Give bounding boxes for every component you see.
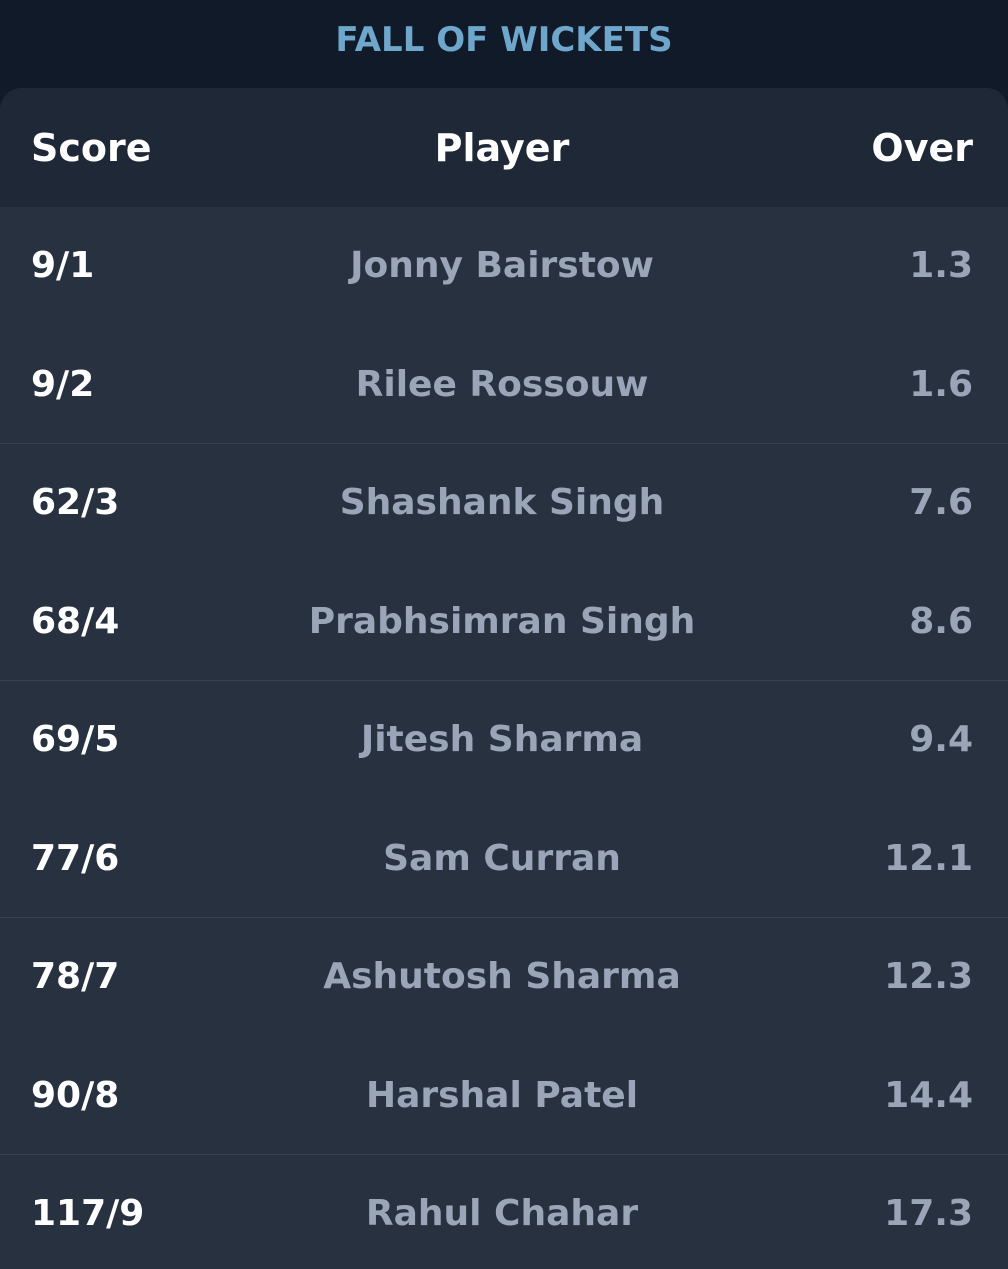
section-title: FALL OF WICKETS xyxy=(335,20,673,60)
score-cell: 68/4 xyxy=(31,600,120,642)
table-header-row: Score Player Over xyxy=(0,88,1008,207)
over-cell: 1.6 xyxy=(909,363,973,405)
table-row: 78/7 Ashutosh Sharma 12.3 xyxy=(0,918,1008,1037)
score-cell: 77/6 xyxy=(31,837,120,879)
player-cell[interactable]: Jitesh Sharma xyxy=(360,719,644,761)
column-header-over: Over xyxy=(871,125,973,170)
player-cell[interactable]: Harshal Patel xyxy=(365,1074,639,1116)
column-header-score: Score xyxy=(31,125,152,170)
over-cell: 17.3 xyxy=(884,1193,973,1235)
over-cell: 12.1 xyxy=(884,837,973,879)
score-cell: 9/1 xyxy=(31,245,95,287)
over-cell: 7.6 xyxy=(909,482,973,524)
table-row: 62/3 Shashank Singh 7.6 xyxy=(0,444,1008,563)
score-cell: 78/7 xyxy=(31,956,120,998)
table-row: 77/6 Sam Curran 12.1 xyxy=(0,800,1008,918)
player-cell[interactable]: Prabhsimran Singh xyxy=(308,600,696,642)
score-cell: 9/2 xyxy=(31,363,95,405)
table-row: 69/5 Jitesh Sharma 9.4 xyxy=(0,681,1008,800)
table-row: 90/8 Harshal Patel 14.4 xyxy=(0,1037,1008,1155)
player-cell[interactable]: Ashutosh Sharma xyxy=(323,956,681,998)
over-cell: 9.4 xyxy=(909,719,973,761)
table-row: 9/1 Jonny Bairstow 1.3 xyxy=(0,207,1008,326)
over-cell: 8.6 xyxy=(909,600,973,642)
player-cell[interactable]: Rilee Rossouw xyxy=(355,363,649,405)
table-row: 9/2 Rilee Rossouw 1.6 xyxy=(0,326,1008,444)
player-cell[interactable]: Shashank Singh xyxy=(339,482,665,524)
score-cell: 62/3 xyxy=(31,482,120,524)
over-cell: 1.3 xyxy=(909,245,973,287)
column-header-player: Player xyxy=(434,125,570,170)
over-cell: 14.4 xyxy=(884,1074,973,1116)
score-cell: 69/5 xyxy=(31,719,120,761)
table-row: 68/4 Prabhsimran Singh 8.6 xyxy=(0,563,1008,681)
score-cell: 117/9 xyxy=(31,1193,145,1235)
over-cell: 12.3 xyxy=(884,956,973,998)
section-header: FALL OF WICKETS xyxy=(0,0,1008,88)
fall-of-wickets-table: Score Player Over 9/1 Jonny Bairstow 1.3… xyxy=(0,88,1008,1269)
player-cell[interactable]: Sam Curran xyxy=(383,837,621,879)
player-cell[interactable]: Rahul Chahar xyxy=(365,1193,639,1235)
player-cell[interactable]: Jonny Bairstow xyxy=(350,245,654,287)
table-row: 117/9 Rahul Chahar 17.3 xyxy=(0,1155,1008,1269)
score-cell: 90/8 xyxy=(31,1074,120,1116)
